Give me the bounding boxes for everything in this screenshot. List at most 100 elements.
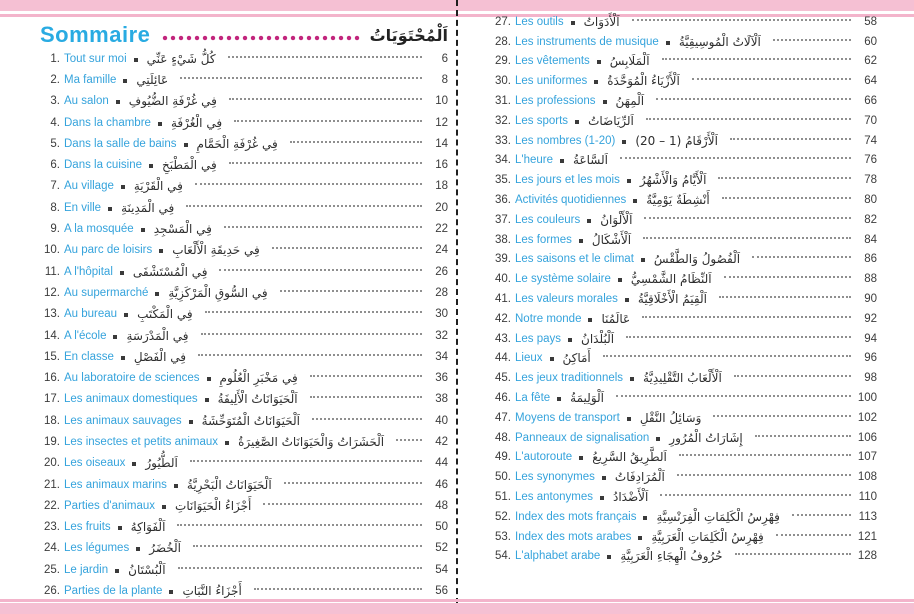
dotted-leader xyxy=(718,296,851,299)
entry-bullet-icon xyxy=(117,526,122,531)
entry-french-label: Au village xyxy=(64,180,114,193)
toc-entry: 6. Dans la cuisine فِي الْمَطْبَخِ 16 xyxy=(40,154,448,175)
entry-arabic-label: اَلْحَيَوَانَاتُ الْأَلِيفَةُ xyxy=(217,392,298,407)
dotted-leader xyxy=(691,78,851,81)
entry-number: 26. xyxy=(44,585,60,598)
entry-french-label: En ville xyxy=(64,201,102,214)
entry-page-number: 106 xyxy=(857,431,877,444)
toc-entry: 51. Les antonymes اَلْأَضْدَادُ 110 xyxy=(491,487,877,507)
entry-bullet-icon xyxy=(587,218,592,223)
toc-entry: 12. Au supermarché فِي السُّوقِ الْمَرْكَز… xyxy=(40,282,448,303)
bottom-pink-band-stripe xyxy=(0,599,914,602)
entry-bullet-icon xyxy=(626,416,631,421)
entry-french-label: L'alphabet arabe xyxy=(515,550,601,563)
entry-page-number: 46 xyxy=(435,478,448,491)
entry-french-label: Les oiseaux xyxy=(64,457,126,470)
entry-french-label: Les jeux traditionnels xyxy=(515,372,624,385)
entry-number: 45. xyxy=(495,372,511,385)
entry-arabic-label: اَلسَّاعَةُ xyxy=(573,153,608,168)
dotted-leader xyxy=(626,335,851,338)
entry-page-number: 12 xyxy=(435,116,448,129)
entry-french-label: Au parc de loisirs xyxy=(64,244,153,257)
entry-french-label: Les légumes xyxy=(64,542,130,555)
entry-arabic-label: فِي الْمَدْرَسَةِ xyxy=(126,328,189,343)
entry-french-label: Parties d'animaux xyxy=(64,499,156,512)
toc-entry: 30. Les uniformes اَلْأَزْيَاءُ الْمُوَحَّ… xyxy=(491,71,877,91)
entry-page-number: 44 xyxy=(435,457,448,470)
entry-arabic-label: أَنْشِطَةٌ يَوْمِيَّةٌ xyxy=(646,193,710,208)
dotted-leader xyxy=(775,533,851,536)
entry-page-number: 121 xyxy=(857,530,877,543)
entry-bullet-icon xyxy=(159,249,164,254)
toc-entry: 45. Les jeux traditionnels اَلْأَلْعَابُ ا… xyxy=(491,368,877,388)
dotted-leader xyxy=(192,545,422,548)
entry-bullet-icon xyxy=(120,185,125,190)
entry-bullet-icon xyxy=(108,206,113,211)
entry-french-label: Dans la cuisine xyxy=(64,159,142,172)
entry-french-label: Activités quotidiennes xyxy=(515,194,627,207)
page-fold-dashed-divider xyxy=(456,0,458,614)
entry-french-label: Les insectes et petits animaux xyxy=(64,435,219,448)
toc-entry: 14. A l'école فِي الْمَدْرَسَةِ 32 xyxy=(40,325,448,346)
entry-number: 44. xyxy=(495,352,511,365)
entry-french-label: Les outils xyxy=(515,15,564,28)
entry-page-number: 80 xyxy=(864,194,877,207)
entry-french-label: A l'hôpital xyxy=(64,265,113,278)
dotted-leader xyxy=(676,474,851,477)
entry-french-label: Le jardin xyxy=(64,563,109,576)
entry-page-number: 16 xyxy=(435,159,448,172)
dotted-leader xyxy=(227,55,422,58)
dotted-leader xyxy=(283,481,422,484)
entry-french-label: Index des mots français xyxy=(515,510,637,523)
summary-title-arabic: اَلْمُحْتَوَيَاتُ xyxy=(369,25,448,45)
toc-entry: 35. Les jours et les mois اَلْأَيَّامُ وَا… xyxy=(491,170,877,190)
dotted-leader xyxy=(309,396,422,399)
entry-bullet-icon xyxy=(204,398,209,403)
entry-number: 31. xyxy=(495,95,511,108)
entry-page-number: 48 xyxy=(435,499,448,512)
dotted-leader xyxy=(643,236,851,239)
toc-entry: 24. Les légumes اَلْخُضَرُ 52 xyxy=(40,538,448,559)
entry-bullet-icon xyxy=(594,80,599,85)
entry-number: 1. xyxy=(50,52,60,65)
dotted-leader xyxy=(234,119,422,122)
dotted-leader xyxy=(271,247,422,250)
entry-bullet-icon xyxy=(162,504,167,509)
entry-bullet-icon xyxy=(596,60,601,65)
entry-page-number: 38 xyxy=(435,393,448,406)
entry-number: 11. xyxy=(44,265,60,278)
toc-entry: 8. En ville فِي الْمَدِينَةِ 20 xyxy=(40,197,448,218)
entry-number: 6. xyxy=(50,159,60,172)
entry-page-number: 10 xyxy=(435,95,448,108)
entry-bullet-icon xyxy=(225,440,230,445)
entry-page-number: 32 xyxy=(435,329,448,342)
toc-entry: 50. Les synonymes اَلْمُرَادِفَاتُ 108 xyxy=(491,467,877,487)
entry-arabic-label: اَلْبُلْدَانُ xyxy=(581,331,615,346)
entry-number: 53. xyxy=(495,530,511,543)
entry-number: 10. xyxy=(44,244,60,257)
entry-page-number: 62 xyxy=(864,55,877,68)
entry-page-number: 56 xyxy=(435,585,448,598)
toc-entry: 48. Panneaux de signalisation إِشَارَاتُ ا… xyxy=(491,428,877,448)
toc-entry: 53. Index des mots arabes فِهْرِسُ الْكَلِ… xyxy=(491,527,877,547)
entry-arabic-label: اَلرِّيَاضَاتُ xyxy=(588,113,634,128)
dotted-leader xyxy=(619,157,851,160)
toc-entry: 20. Les oiseaux اَلطُّيُورُ 44 xyxy=(40,453,448,474)
dotted-leader xyxy=(309,375,422,378)
entry-number: 9. xyxy=(50,223,60,236)
entry-arabic-label: اَلْفُصُولُ وَالطَّقْسُ xyxy=(653,252,741,267)
dotted-leader xyxy=(223,226,422,229)
entry-arabic-label: اَلْأَضْدَادُ xyxy=(613,490,649,505)
dotted-leader xyxy=(186,204,422,207)
entry-french-label: Les saisons et le climat xyxy=(515,253,634,266)
entry-arabic-label: أَمَاكِنُ xyxy=(562,351,591,366)
toc-entry: 27. Les outils اَلْأَدَوَاتُ 58 xyxy=(491,12,877,32)
toc-entry: 34. L'heure اَلسَّاعَةُ 76 xyxy=(491,151,877,171)
entry-page-number: 88 xyxy=(864,273,877,286)
entry-french-label: Notre monde xyxy=(515,312,582,325)
entry-bullet-icon xyxy=(630,377,635,382)
entry-bullet-icon xyxy=(607,555,612,560)
entry-page-number: 30 xyxy=(435,308,448,321)
entry-arabic-label: اَلنِّظَامُ الشَّمْسِيُّ xyxy=(630,272,712,287)
entry-bullet-icon xyxy=(575,119,580,124)
